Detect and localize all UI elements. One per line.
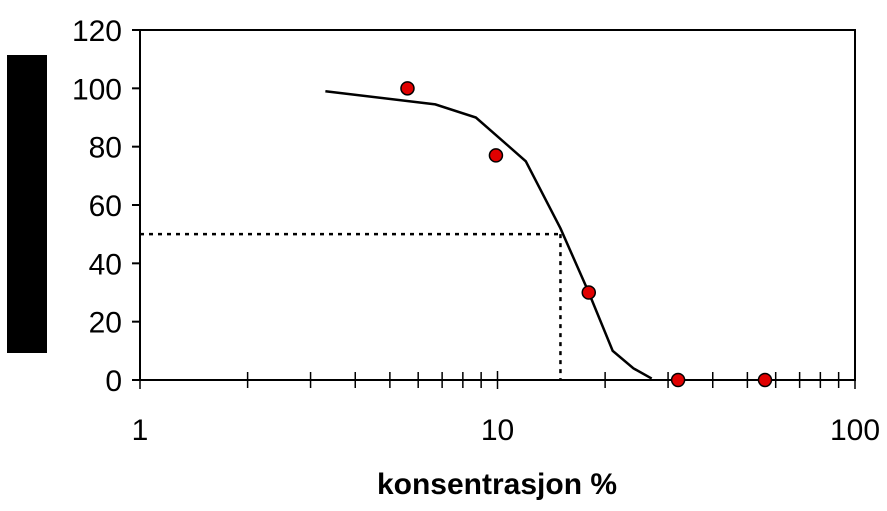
fitted-curve: [325, 90, 653, 380]
x-axis-label: konsentrasjon %: [377, 468, 617, 501]
x-tick-label: 100: [830, 414, 880, 447]
data-point: [581, 285, 597, 300]
ylabel-block: [7, 55, 47, 353]
y-tick-label: 100: [72, 73, 122, 106]
data-point: [400, 81, 415, 96]
y-tick-label: 80: [89, 132, 122, 165]
y-tick-label: 120: [72, 15, 122, 48]
data-point: [757, 372, 773, 388]
y-tick-label: 60: [89, 190, 122, 223]
plot-area: [139, 29, 856, 381]
x-tick-label: 1: [132, 414, 149, 447]
y-tick-label: 0: [105, 365, 122, 398]
y-tick-label: 40: [89, 248, 122, 281]
y-tick-label: 20: [89, 307, 122, 340]
x-tick-label: 10: [481, 414, 514, 447]
data-point: [488, 148, 504, 163]
data-point: [670, 372, 686, 388]
